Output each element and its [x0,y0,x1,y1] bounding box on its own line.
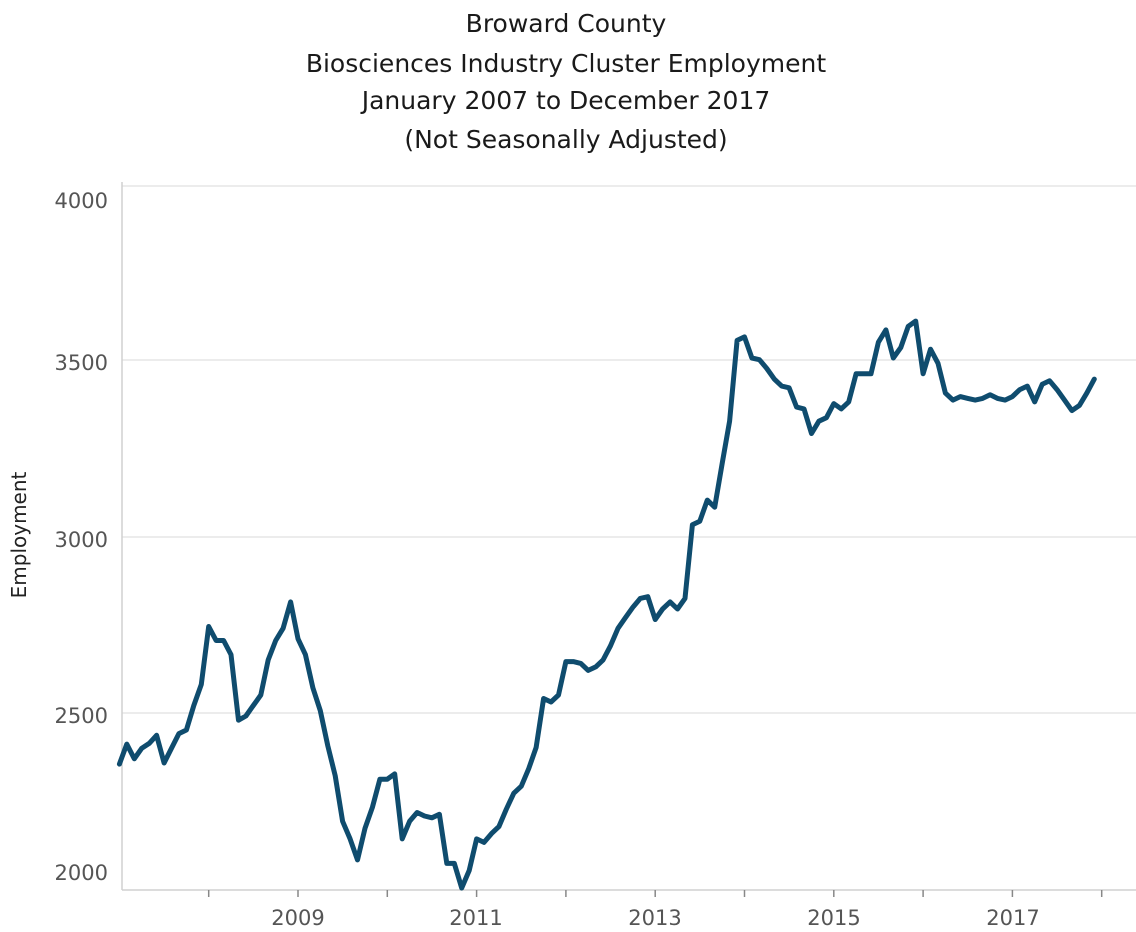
y-tick-label-4000: 4000 [55,189,108,213]
y-tick-label-3000: 3000 [55,528,108,552]
chart-title: Broward County Biosciences Industry Clus… [306,9,827,154]
y-tick-label-2000: 2000 [55,861,108,885]
x-tick-label-2017: 2017 [986,906,1039,930]
gridlines [122,185,1136,714]
x-tick-label-2009: 2009 [271,906,324,930]
x-tick-label-2013: 2013 [628,906,681,930]
series-line-employment [116,318,1097,891]
y-tick-label-3500: 3500 [55,351,108,375]
chart-title-line-3: January 2007 to December 2017 [360,86,771,115]
x-tick-label-2011: 2011 [449,906,502,930]
chart-title-line-2: Biosciences Industry Cluster Employment [306,49,827,78]
x-tick-label-2015: 2015 [807,906,860,930]
y-tick-labels: 4000 3500 3000 2500 2000 [55,189,108,885]
y-tick-label-2500: 2500 [55,704,108,728]
chart-title-line-1: Broward County [466,9,667,38]
x-tick-labels: 2009 2011 2013 2015 2017 [271,906,1039,930]
y-axis-title: Employment [7,471,31,598]
chart-title-line-4: (Not Seasonally Adjusted) [404,125,727,154]
x-tick-marks [207,890,1103,897]
